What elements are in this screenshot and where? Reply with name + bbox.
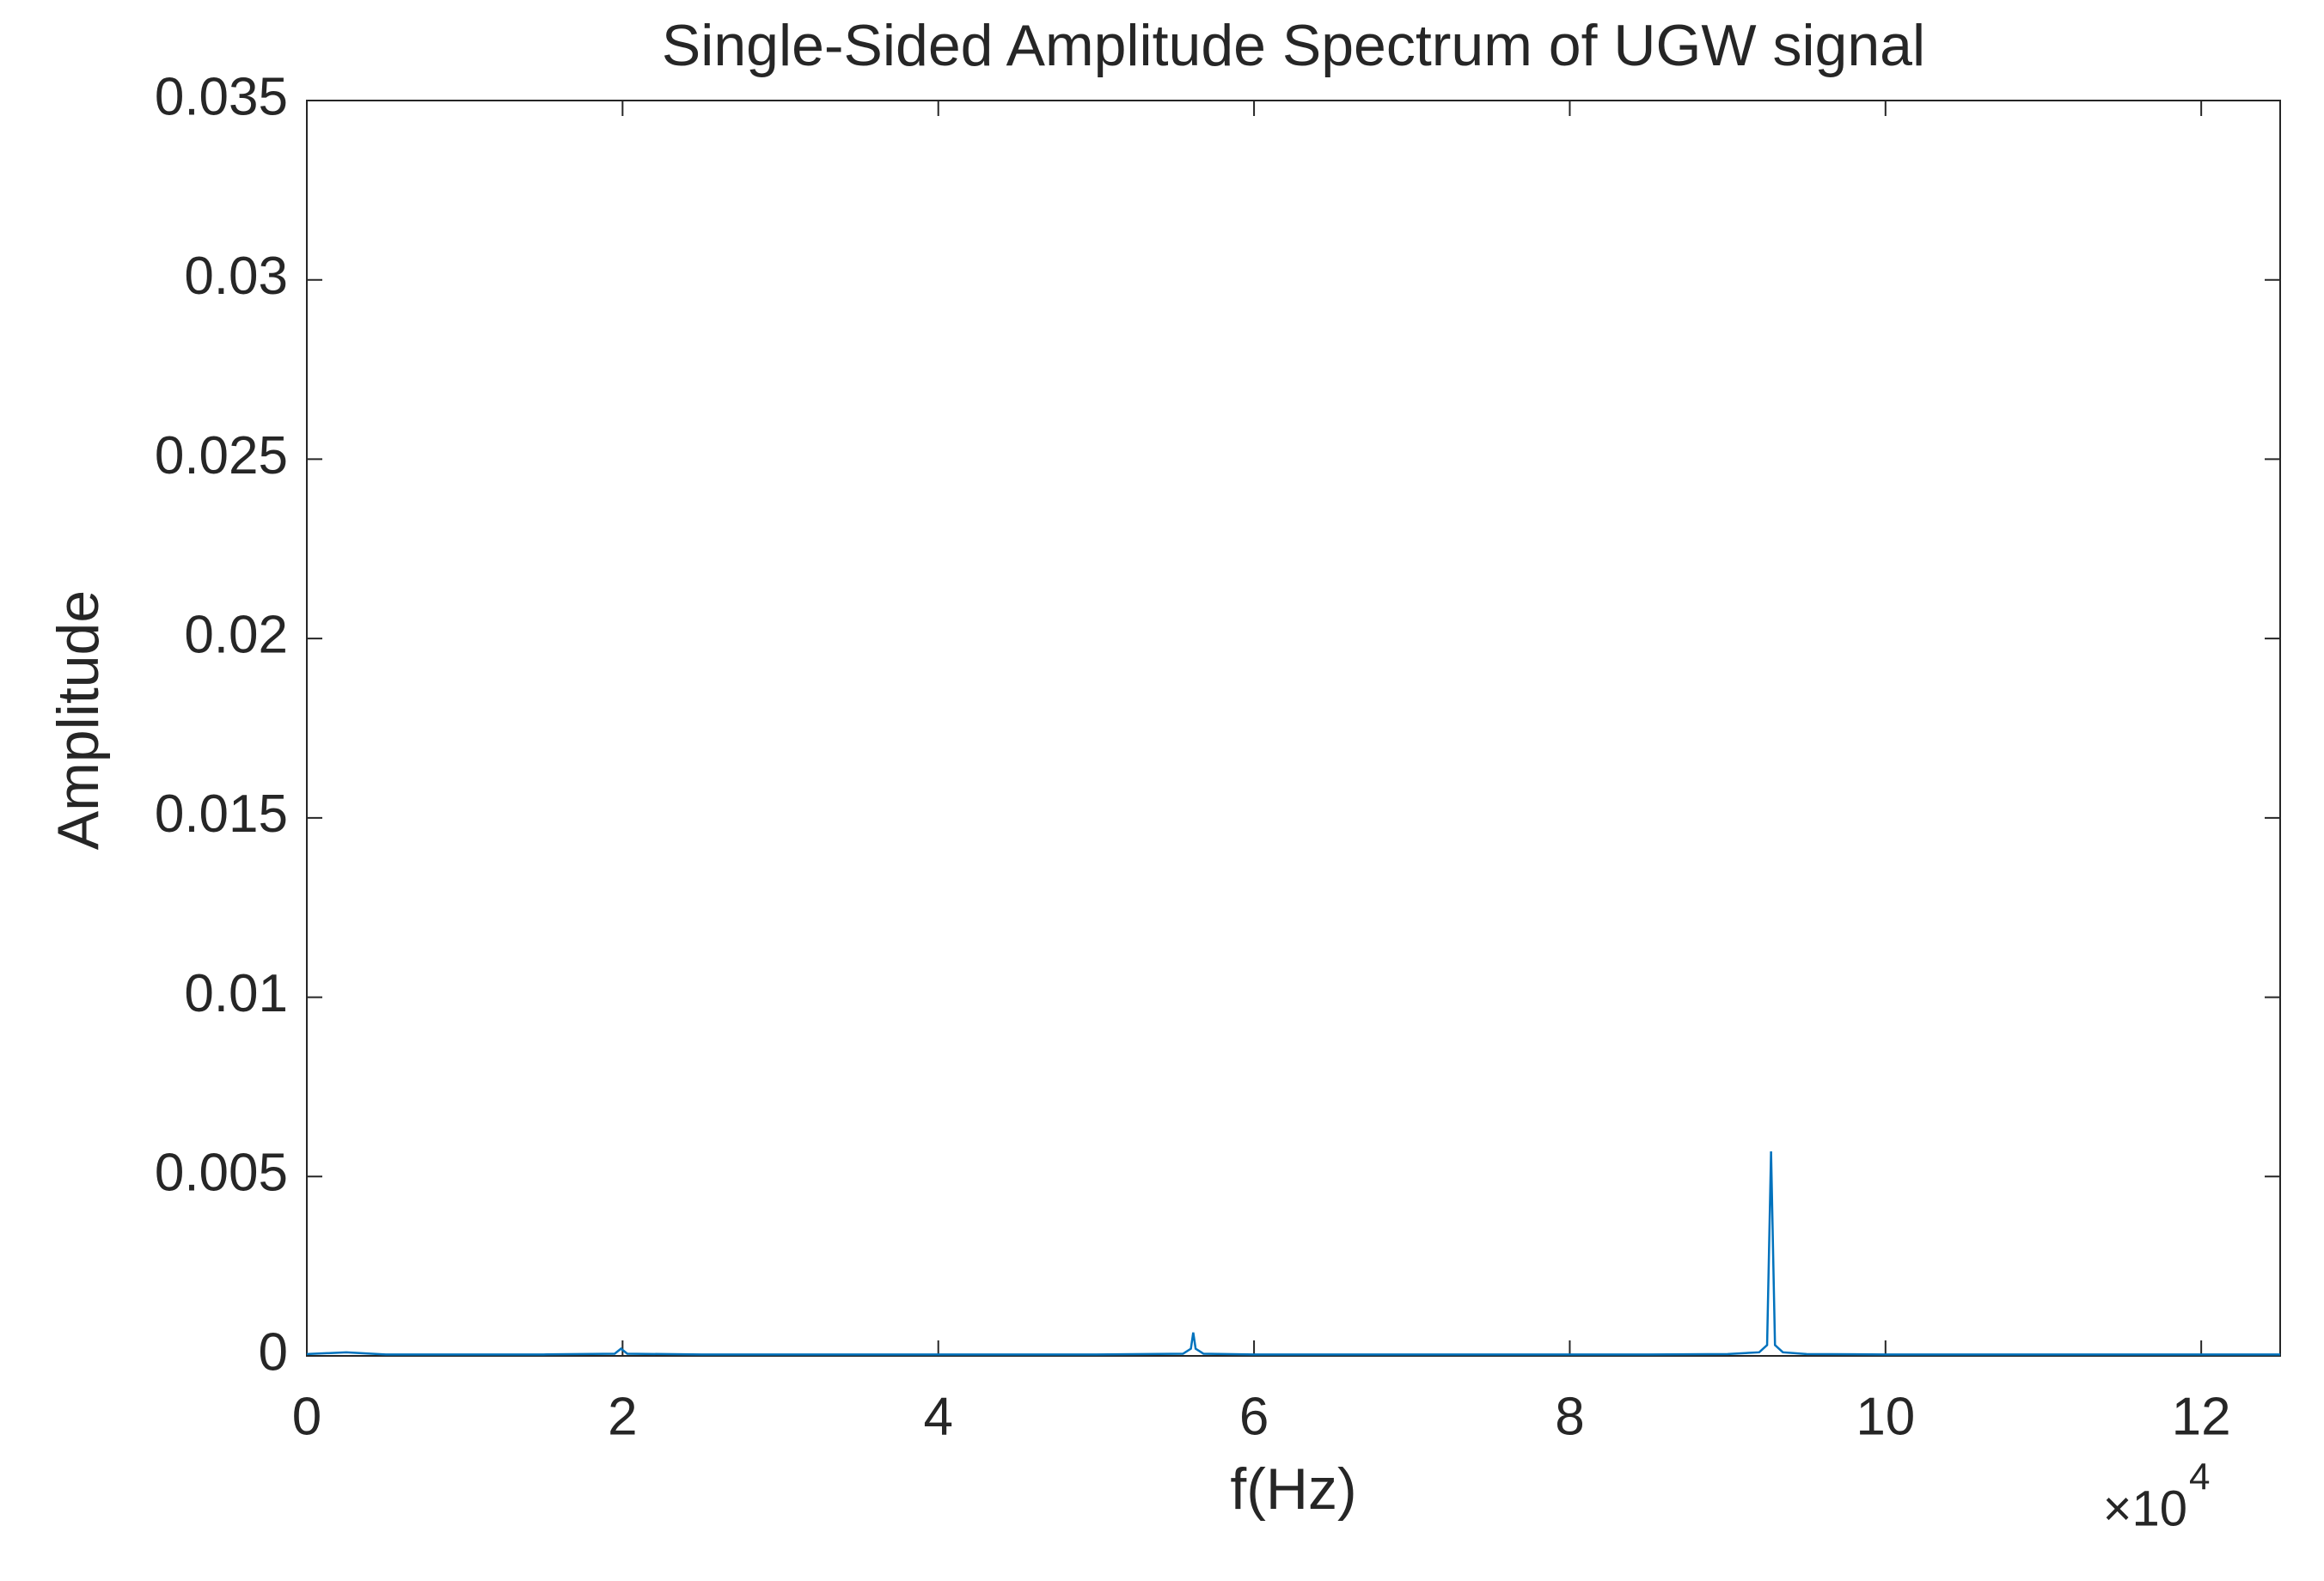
- chart-title: Single-Sided Amplitude Spectrum of UGW s…: [662, 13, 1925, 78]
- y-tick-label: 0.015: [155, 784, 288, 844]
- x-multiplier-exponent: 4: [2189, 1456, 2210, 1499]
- x-tick-label: 8: [1555, 1387, 1584, 1446]
- y-tick-label: 0.01: [184, 964, 288, 1023]
- x-tick-label: 10: [1856, 1387, 1915, 1446]
- y-tick-label: 0.025: [155, 426, 288, 485]
- y-tick-label: 0.035: [155, 67, 288, 126]
- x-axis-label: f(Hz): [1230, 1456, 1356, 1522]
- x-tick-label: 0: [292, 1387, 321, 1446]
- y-tick-label: 0.005: [155, 1144, 288, 1203]
- x-tick-label: 12: [2172, 1387, 2231, 1446]
- x-tick-label: 4: [923, 1387, 952, 1446]
- y-tick-label: 0: [259, 1322, 288, 1382]
- y-axis-label: Amplitude: [46, 590, 111, 850]
- axes-box: [306, 100, 2281, 1357]
- x-multiplier-base: ×10: [2103, 1480, 2187, 1536]
- x-tick-label: 6: [1239, 1387, 1269, 1446]
- x-tick-label: 2: [608, 1387, 637, 1446]
- y-tick-label: 0.03: [184, 247, 288, 306]
- spectrum-line: [306, 1151, 2280, 1356]
- y-tick-label: 0.02: [184, 606, 288, 665]
